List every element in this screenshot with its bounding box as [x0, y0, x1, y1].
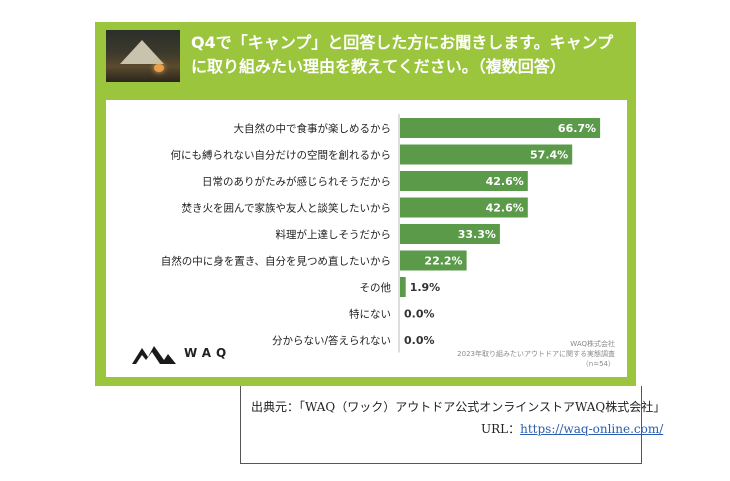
tent-shape — [120, 40, 164, 64]
source-box: 出典元：「WAQ（ワック）アウトドア公式オンラインストアWAQ株式会社」 URL… — [240, 386, 665, 464]
source-url-line: URL：https://waq-online.com/ — [481, 420, 663, 437]
value-label: 33.3% — [458, 228, 496, 241]
category-label: 料理が上達しそうだから — [276, 228, 392, 241]
survey-note: WAQ株式会社 2023年取り組みたいアウトドアに関する実態調査 （n=54） — [415, 339, 615, 369]
camp-photo — [106, 30, 180, 82]
brand-name: WAQ — [184, 346, 232, 360]
value-label: 42.6% — [486, 175, 524, 188]
value-label: 42.6% — [486, 202, 524, 215]
bar-chart: 大自然の中で食事が楽しめるから 66.7% 何にも縛られない自分だけの空間を創れるか… — [161, 114, 601, 353]
category-label: 自然の中に身を置き、自分を見つめ直したいから — [161, 255, 391, 268]
bar — [400, 144, 573, 165]
category-label: 日常のありがたみが感じられそうだから — [202, 175, 391, 188]
question-title: Q4で「キャンプ」と回答した方にお聞きします。キャンプ に取り組みたい理由を教え… — [191, 33, 614, 76]
note-sample-size: （n=54） — [581, 360, 615, 368]
category-label: 特にない — [349, 309, 391, 321]
survey-card: Q4で「キャンプ」と回答した方にお聞きします。キャンプ に取り組みたい理由を教え… — [95, 22, 636, 386]
category-label: 何にも縛られない自分だけの空間を創れるから — [171, 149, 392, 162]
note-survey: 2023年取り組みたいアウトドアに関する実態調査 — [457, 350, 615, 358]
mountain-icon — [132, 346, 176, 364]
source-line: 出典元：「WAQ（ワック）アウトドア公式オンラインストアWAQ株式会社」 — [251, 400, 666, 414]
value-label: 0.0% — [404, 334, 435, 347]
bar — [400, 250, 467, 271]
bar — [400, 277, 406, 297]
bar — [400, 224, 500, 244]
bar — [400, 171, 528, 191]
campfire-shape — [154, 64, 164, 72]
category-label: 大自然の中で食事が楽しめるから — [234, 122, 392, 135]
note-company: WAQ株式会社 — [570, 340, 615, 348]
category-label: 分からない/答えられない — [272, 334, 391, 347]
source-url-link[interactable]: https://waq-online.com/ — [520, 422, 664, 436]
waq-logo: WAQ — [130, 342, 226, 366]
value-label: 57.4% — [530, 149, 568, 162]
category-label: その他 — [360, 281, 392, 294]
url-label: URL： — [481, 422, 521, 436]
value-label: 0.0% — [404, 308, 435, 321]
value-label: 1.9% — [410, 281, 441, 294]
value-label: 22.2% — [424, 255, 462, 268]
value-label: 66.7% — [558, 122, 596, 135]
category-label: 焚き火を囲んで家族や友人と談笑したいから — [182, 202, 391, 215]
bar — [400, 197, 528, 218]
bar — [400, 118, 601, 138]
chart-panel: 大自然の中で食事が楽しめるから 66.7% 何にも縛られない自分だけの空間を創れるか… — [106, 100, 627, 377]
